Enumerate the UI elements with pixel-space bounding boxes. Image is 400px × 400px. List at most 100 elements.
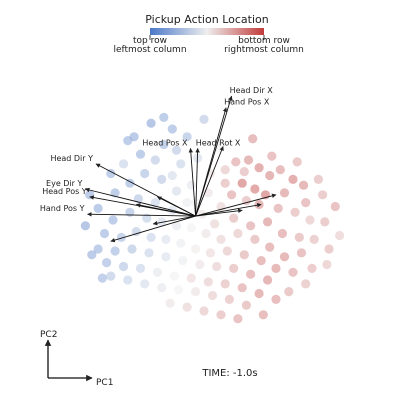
scatter-point xyxy=(169,271,179,281)
scatter-point xyxy=(318,190,328,200)
scatter-point xyxy=(80,221,90,231)
pc2-axis-label: PC2 xyxy=(40,330,57,340)
pc1-axis-label: PC1 xyxy=(96,378,113,388)
loading-vector xyxy=(195,202,262,217)
scatter-point xyxy=(201,228,211,239)
vector-label: Eye Dir Y xyxy=(46,179,82,188)
vector-label: Head Dir X xyxy=(230,86,274,95)
scatter-point xyxy=(307,263,317,273)
scatter-point xyxy=(241,300,251,310)
colorbar-title: Pickup Action Location xyxy=(145,13,268,26)
scatter-point xyxy=(309,234,319,244)
loading-vector xyxy=(135,203,196,217)
scatter-point xyxy=(118,261,129,272)
colorbar-low-label-2: leftmost column xyxy=(113,45,186,55)
scatter-point xyxy=(263,275,273,285)
scatter-point xyxy=(123,136,133,146)
scatter-point xyxy=(157,283,167,293)
scatter-point xyxy=(146,118,156,128)
scatter-point xyxy=(277,228,287,239)
loading-vector xyxy=(195,146,224,217)
scatter-point xyxy=(239,250,249,260)
scatter-point xyxy=(93,244,103,254)
scatter-point xyxy=(237,178,247,188)
time-label: TIME: -1.0s xyxy=(201,368,257,379)
colorbar-gradient xyxy=(150,28,264,35)
scatter-point xyxy=(157,174,167,184)
scatter-point xyxy=(265,170,275,181)
scatter-point xyxy=(167,170,177,181)
scatter-point xyxy=(127,244,137,254)
scatter-point xyxy=(275,165,285,175)
scatter-point xyxy=(135,263,146,273)
scatter-point xyxy=(93,203,103,213)
scatter-point xyxy=(250,234,260,244)
scatter-point xyxy=(271,294,281,304)
loading-vector xyxy=(195,193,277,217)
scatter-point xyxy=(301,279,311,289)
scatter-point xyxy=(199,306,209,316)
colorbar-low-label-1: top row xyxy=(133,36,167,46)
scatter-point xyxy=(135,149,146,159)
scatter-point xyxy=(267,151,277,161)
loading-vector xyxy=(188,147,197,217)
scatter-point xyxy=(216,234,226,244)
scatter-point xyxy=(273,203,283,213)
scatter-point xyxy=(97,273,107,283)
scatter-point xyxy=(322,259,332,270)
scatter-point xyxy=(178,256,188,266)
loading-vector xyxy=(87,212,196,217)
scatter-point xyxy=(313,174,323,184)
scatter-point xyxy=(271,263,281,273)
scatter-point xyxy=(140,168,150,179)
scatter-point xyxy=(299,180,309,190)
scatter-point xyxy=(110,188,120,198)
scatter-point xyxy=(246,221,256,231)
scatter-point xyxy=(210,219,220,229)
scatter-point xyxy=(205,248,215,258)
scatter-point xyxy=(254,163,264,173)
loading-vector xyxy=(84,187,196,217)
scatter-point xyxy=(284,287,294,297)
scatter-point xyxy=(305,215,315,225)
scatter-point xyxy=(150,155,160,165)
scatter-point xyxy=(246,269,256,279)
scatter-point xyxy=(140,279,150,289)
vector-label: Head Pos Y xyxy=(42,187,87,196)
scatter-point xyxy=(165,298,175,308)
scatter-point xyxy=(220,279,230,289)
scatter-point xyxy=(191,244,201,254)
loading-vector xyxy=(195,208,243,217)
scatter-point xyxy=(216,310,226,320)
scatter-point xyxy=(152,267,162,277)
scatter-point xyxy=(279,188,290,198)
scatter-point xyxy=(186,273,196,283)
scatter-point xyxy=(195,259,205,270)
scatter-point xyxy=(229,263,239,273)
scatter-point xyxy=(171,145,182,155)
scatter-point xyxy=(110,246,120,256)
scatter-point xyxy=(229,213,239,223)
scatter-point xyxy=(222,246,232,256)
scatter-point xyxy=(220,165,230,175)
colorbar-high-label-1: bottom row xyxy=(238,36,290,46)
scatter-point xyxy=(146,232,156,242)
loading-vector xyxy=(156,196,196,217)
scatter-point xyxy=(290,207,300,217)
loading-vector-labels: Head Dir X Hand Pos X Head Rot X Head Pos X… xyxy=(40,86,273,213)
scatter-point xyxy=(191,287,201,297)
scatter-point xyxy=(167,124,177,134)
scatter-point xyxy=(301,198,311,208)
vector-label: Head Rot X xyxy=(196,138,241,147)
scatter-point xyxy=(144,248,154,258)
scatter-point xyxy=(324,244,334,254)
scatter-point xyxy=(106,271,116,281)
scatter-point xyxy=(87,250,97,260)
scatter-point xyxy=(263,217,273,227)
scatter-point xyxy=(199,114,209,124)
scatter-point xyxy=(176,159,186,169)
scatter-point xyxy=(186,223,196,233)
scatter-point xyxy=(224,294,234,304)
loading-vectors xyxy=(84,95,277,243)
